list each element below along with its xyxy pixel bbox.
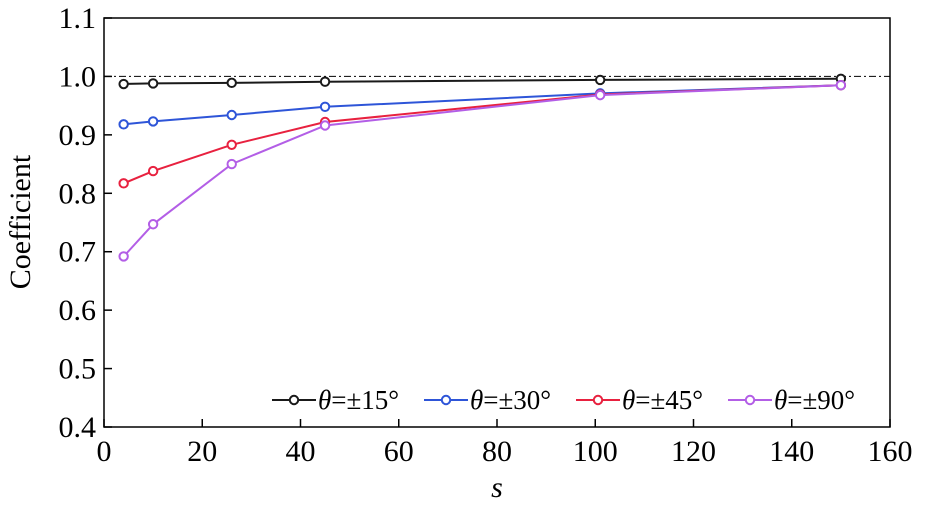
y-axis-label: Coefficient bbox=[4, 154, 37, 289]
x-tick-label: 120 bbox=[671, 435, 716, 468]
legend-label-range: =±90° bbox=[787, 385, 855, 415]
legend-marker bbox=[440, 394, 452, 406]
legend-label: θ=±30° bbox=[470, 385, 551, 415]
legend: θ=±15° θ=±30° θ=±45° θ=±90° bbox=[272, 385, 855, 415]
data-point bbox=[147, 219, 159, 230]
legend-marker bbox=[592, 394, 604, 406]
legend-label-symbol: θ bbox=[470, 385, 483, 415]
data-point bbox=[319, 120, 331, 131]
x-tick-label: 160 bbox=[868, 435, 913, 468]
data-point bbox=[147, 116, 159, 127]
legend-label: θ=±15° bbox=[318, 385, 399, 415]
legend-label: θ=±45° bbox=[622, 385, 703, 415]
y-tick-label: 0.8 bbox=[59, 177, 97, 210]
data-point bbox=[226, 158, 237, 170]
data-point bbox=[226, 139, 237, 150]
legend-label-symbol: θ bbox=[774, 385, 787, 415]
data-point bbox=[147, 78, 159, 89]
legend-label-range: =±30° bbox=[483, 385, 551, 415]
legend-label-symbol: θ bbox=[318, 385, 331, 415]
legend-label-range: =±45° bbox=[635, 385, 703, 415]
data-point bbox=[118, 78, 129, 90]
data-point bbox=[118, 119, 129, 130]
y-tick-label: 0.7 bbox=[59, 236, 97, 269]
legend-marker bbox=[744, 394, 756, 406]
data-point bbox=[226, 77, 237, 89]
legend-label-range: =±15° bbox=[331, 385, 399, 415]
data-point bbox=[147, 165, 159, 177]
y-tick-label: 1.0 bbox=[59, 60, 97, 93]
y-tick-label: 0.9 bbox=[59, 119, 97, 152]
y-axis: 0.4 0.5 0.6 0.7 0.8 0.9 1.0 1.1 bbox=[59, 2, 112, 444]
data-point bbox=[835, 79, 847, 91]
legend-marker bbox=[288, 394, 300, 406]
x-tick-label: 60 bbox=[384, 435, 414, 468]
data-point bbox=[319, 76, 331, 87]
series-group bbox=[118, 73, 847, 262]
legend-label: θ=±90° bbox=[774, 385, 855, 415]
x-tick-label: 100 bbox=[573, 435, 618, 468]
data-point bbox=[594, 74, 606, 86]
data-point bbox=[594, 89, 606, 101]
x-tick-label: 80 bbox=[482, 435, 512, 468]
x-tick-label: 40 bbox=[286, 435, 316, 468]
y-tick-label: 1.1 bbox=[59, 2, 97, 35]
x-tick-label: 0 bbox=[97, 435, 112, 468]
x-tick-label: 140 bbox=[769, 435, 814, 468]
x-tick-label: 20 bbox=[187, 435, 217, 468]
data-point bbox=[319, 101, 331, 113]
legend-label-symbol: θ bbox=[622, 385, 635, 415]
series-line-3 bbox=[122, 84, 841, 258]
y-tick-label: 0.4 bbox=[59, 411, 97, 444]
data-point bbox=[118, 251, 129, 262]
y-tick-label: 0.6 bbox=[59, 294, 97, 327]
x-axis-label: s bbox=[491, 471, 503, 504]
data-point bbox=[226, 109, 237, 121]
x-axis: 0 20 40 60 80 100 120 140 160 bbox=[97, 419, 913, 468]
y-tick-label: 0.5 bbox=[59, 353, 97, 386]
data-point bbox=[118, 178, 129, 189]
